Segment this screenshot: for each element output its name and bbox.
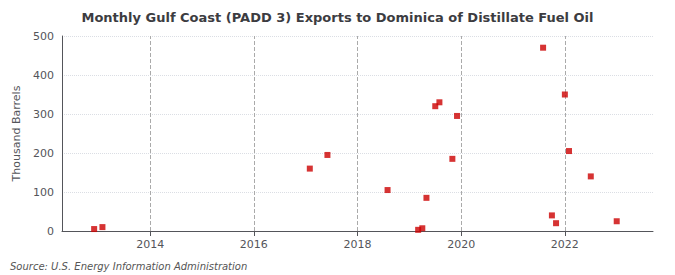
svg-text:Thousand Barrels: Thousand Barrels bbox=[10, 85, 23, 182]
svg-text:300: 300 bbox=[33, 108, 54, 121]
svg-text:200: 200 bbox=[33, 147, 54, 160]
svg-text:2020: 2020 bbox=[447, 238, 475, 251]
svg-text:Monthly Gulf Coast (PADD 3) Ex: Monthly Gulf Coast (PADD 3) Exports to D… bbox=[81, 10, 593, 25]
svg-text:0: 0 bbox=[47, 225, 54, 238]
svg-text:2018: 2018 bbox=[344, 238, 372, 251]
svg-text:2014: 2014 bbox=[136, 238, 164, 251]
svg-text:Source: U.S. Energy Informatio: Source: U.S. Energy Information Administ… bbox=[10, 261, 247, 272]
svg-text:100: 100 bbox=[33, 186, 54, 199]
svg-text:500: 500 bbox=[33, 30, 54, 43]
svg-text:2016: 2016 bbox=[240, 238, 268, 251]
svg-text:2022: 2022 bbox=[551, 238, 579, 251]
svg-text:400: 400 bbox=[33, 69, 54, 82]
